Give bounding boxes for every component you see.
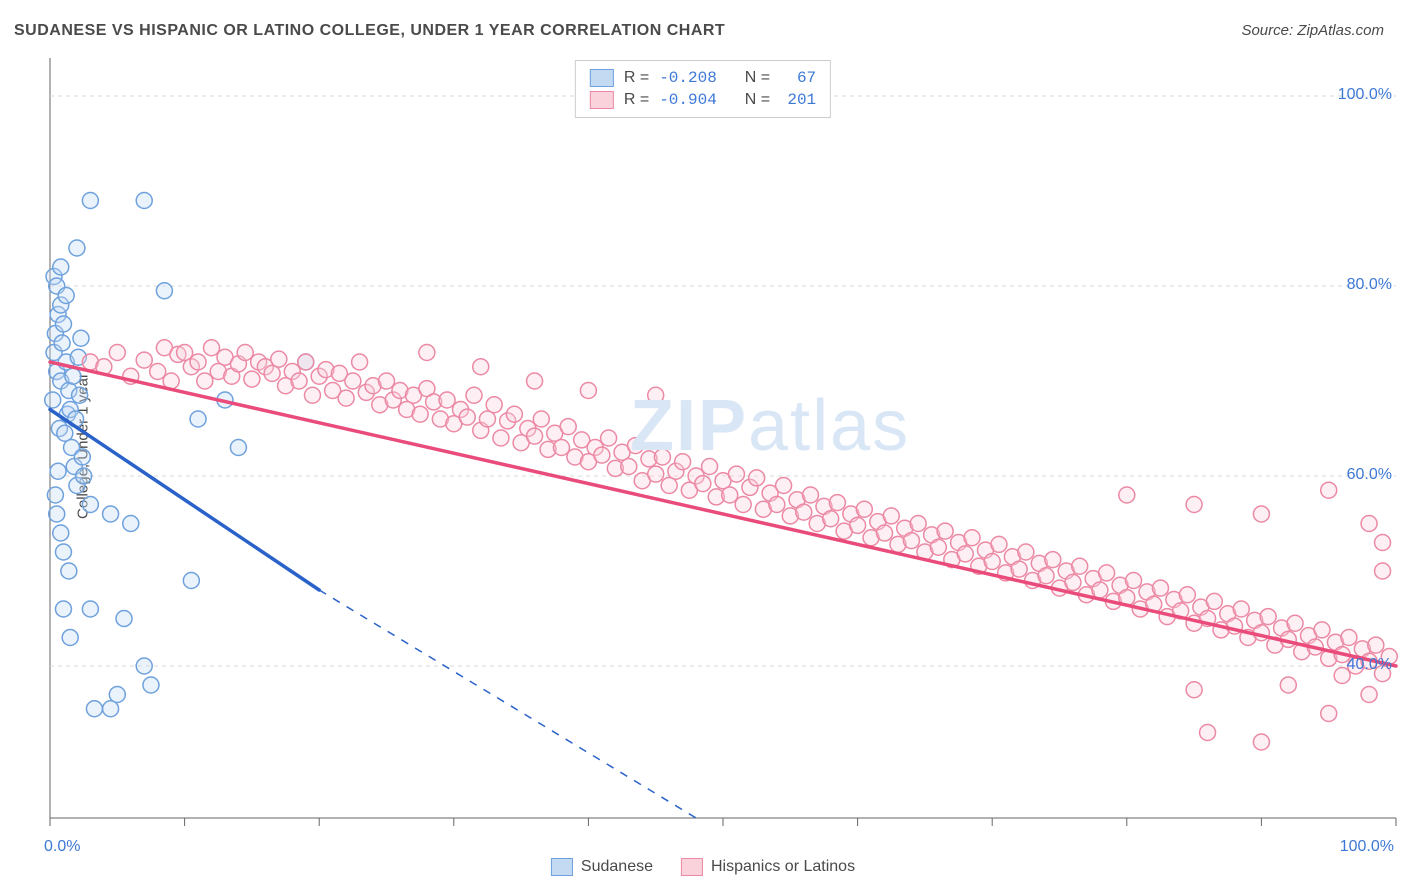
legend-item: Hispanics or Latinos xyxy=(681,858,855,876)
swatch-hispanic xyxy=(590,91,614,109)
y-tick-label: 40.0% xyxy=(1347,656,1392,674)
swatch-hispanic xyxy=(681,858,703,876)
r-value-hispanic: -0.904 xyxy=(659,89,717,111)
legend-item: Sudanese xyxy=(551,858,653,876)
swatch-sudanese xyxy=(551,858,573,876)
n-label: N = xyxy=(745,67,770,89)
x-axis-min-label: 0.0% xyxy=(44,838,80,856)
n-value-sudanese: 67 xyxy=(780,67,816,89)
r-value-sudanese: -0.208 xyxy=(659,67,717,89)
watermark: ZIPatlas xyxy=(630,385,910,467)
r-label: R = xyxy=(624,67,649,89)
y-tick-label: 100.0% xyxy=(1338,86,1392,104)
stats-legend: R = -0.208 N = 67 R = -0.904 N = 201 xyxy=(575,60,831,118)
x-axis-max-label: 100.0% xyxy=(1340,838,1394,856)
stats-legend-row: R = -0.904 N = 201 xyxy=(590,89,816,111)
stats-legend-row: R = -0.208 N = 67 xyxy=(590,67,816,89)
watermark-bold: ZIP xyxy=(630,386,748,466)
legend-label-sudanese: Sudanese xyxy=(581,858,653,876)
y-tick-label: 60.0% xyxy=(1347,466,1392,484)
n-label: N = xyxy=(745,89,770,111)
n-value-hispanic: 201 xyxy=(780,89,816,111)
swatch-sudanese xyxy=(590,69,614,87)
legend-label-hispanic: Hispanics or Latinos xyxy=(711,858,855,876)
watermark-light: atlas xyxy=(748,386,910,466)
y-tick-label: 80.0% xyxy=(1347,276,1392,294)
series-legend: Sudanese Hispanics or Latinos xyxy=(551,858,855,876)
r-label: R = xyxy=(624,89,649,111)
